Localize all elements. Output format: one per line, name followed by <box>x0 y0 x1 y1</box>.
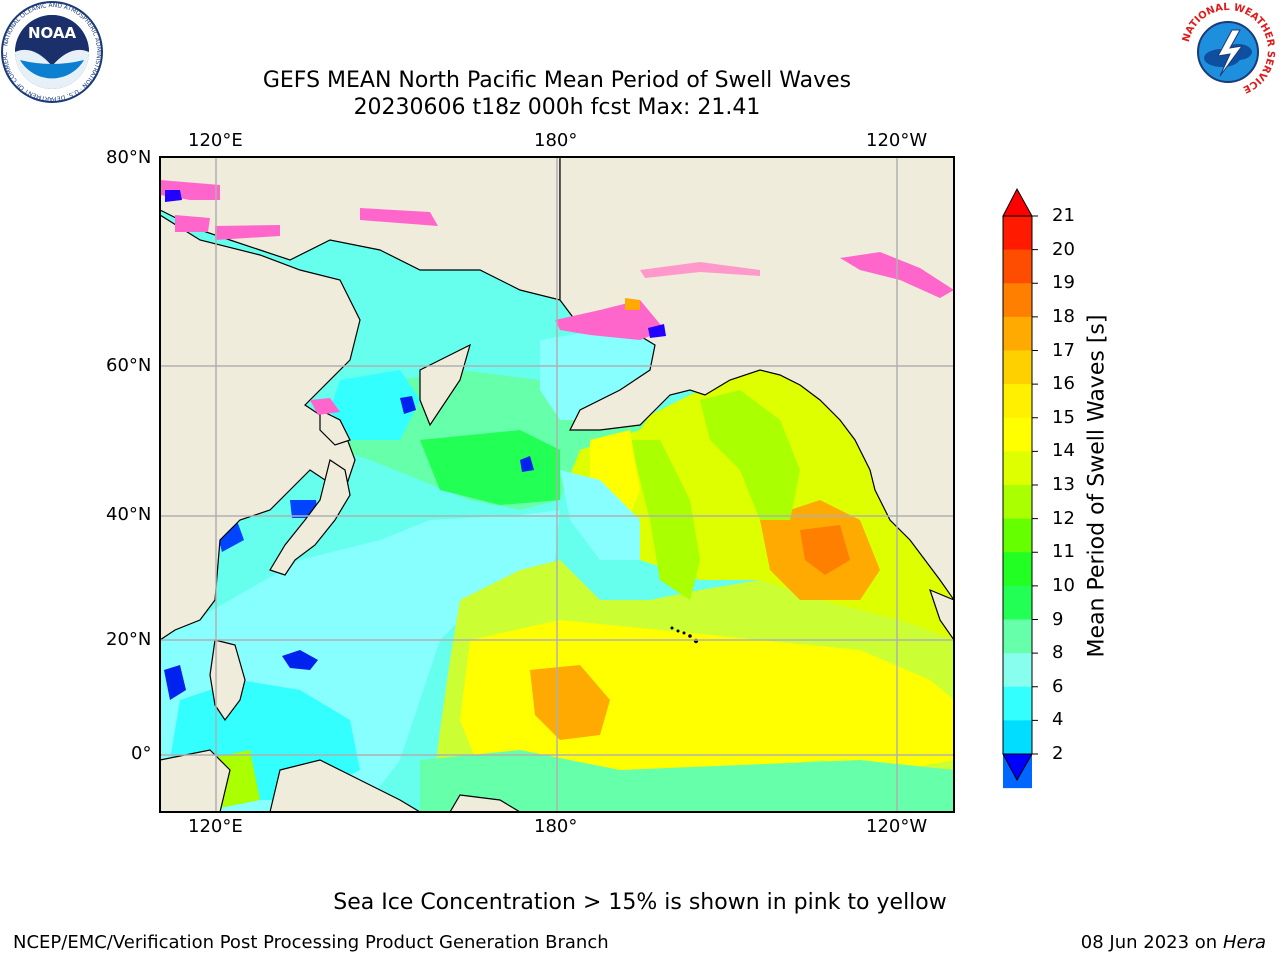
sea-ice-note: Sea Ice Concentration > 15% is shown in … <box>333 890 947 915</box>
lat-label-0: 0° <box>131 743 152 764</box>
colorbar-tick-label: 11 <box>1052 541 1075 563</box>
footer-producer: NCEP/EMC/Verification Post Processing Pr… <box>13 932 609 953</box>
graticule <box>160 157 954 812</box>
lat-label-60n: 60°N <box>106 355 152 376</box>
map-frame <box>159 156 955 813</box>
footer-date: 08 Jun 2023 on Hera <box>1080 932 1266 953</box>
colorbar-title: Mean Period of Swell Waves [s] <box>1084 314 1110 658</box>
colorbar-tick-label: 15 <box>1052 406 1075 428</box>
lon-label-top-120w: 120°W <box>866 130 928 151</box>
lat-label-80n: 80°N <box>106 147 152 168</box>
lon-label-bottom-180: 180° <box>534 816 578 837</box>
lon-label-top-180: 180° <box>534 130 578 151</box>
chart-subtitle: 20230606 t18z 000h fcst Max: 21.41 <box>353 95 761 120</box>
colorbar-tick-label: 13 <box>1052 474 1075 495</box>
lat-label-40n: 40°N <box>106 504 152 525</box>
colorbar-tick-label: 8 <box>1052 642 1064 664</box>
nws-logo: NATIONAL WEATHER SERVICE <box>1180 2 1276 98</box>
lon-label-bottom-120e: 120°E <box>188 816 243 837</box>
colorbar-tick-label: 4 <box>1052 709 1064 731</box>
chart-title: GEFS MEAN North Pacific Mean Period of S… <box>262 68 852 93</box>
lon-label-top-120e: 120°E <box>188 130 243 151</box>
colorbar-tick-label: 2 <box>1052 743 1064 764</box>
colorbar-tick-label: 16 <box>1052 373 1075 395</box>
noaa-logo: NATIONAL OCEANIC AND ATMOSPHERIC ADMINIS… <box>0 0 103 103</box>
colorbar-tick-label: 18 <box>1052 305 1075 327</box>
lon-label-bottom-120w: 120°W <box>866 816 928 837</box>
colorbar-tick-label: 19 <box>1052 272 1075 294</box>
noaa-logo-text: NOAA <box>28 24 77 42</box>
colorbar-tick-label: 6 <box>1052 675 1064 697</box>
colorbar-tick-label: 12 <box>1052 507 1075 529</box>
colorbar-tick-label: 14 <box>1052 440 1075 462</box>
colorbar-tick-label: 17 <box>1052 339 1075 361</box>
footer-host: Hera <box>1222 932 1266 953</box>
colorbar-tick-label: 10 <box>1052 574 1075 596</box>
lat-label-20n: 20°N <box>106 629 152 650</box>
colorbar-tick-label: 20 <box>1052 238 1075 260</box>
colorbar-tick-label: 21 <box>1052 205 1075 226</box>
colorbar-tick-label: 9 <box>1052 608 1064 630</box>
